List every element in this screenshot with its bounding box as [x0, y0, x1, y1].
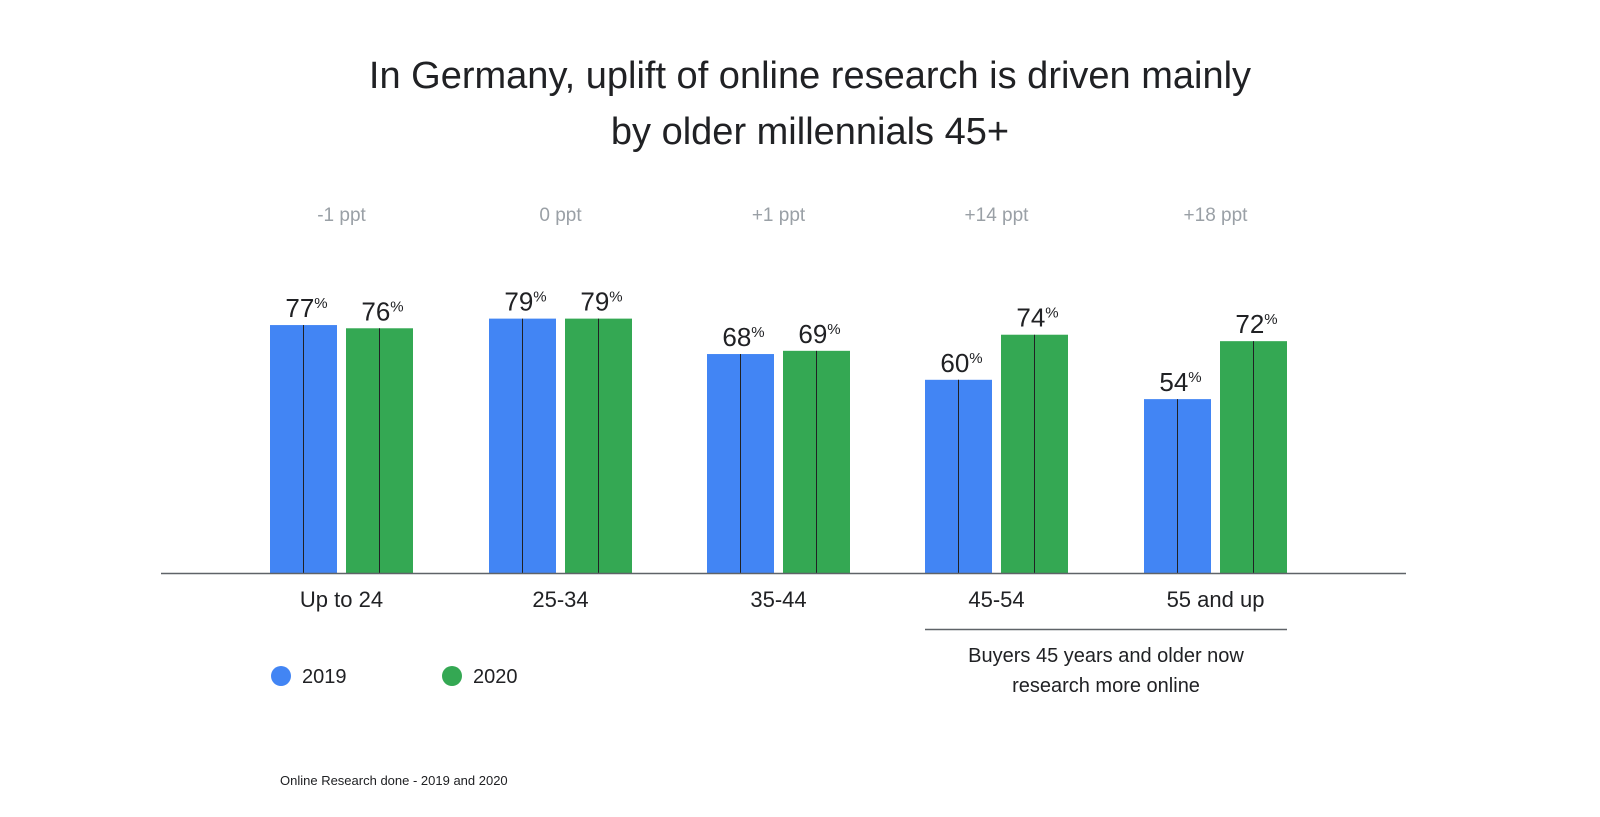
annotation-text-line-1: Buyers 45 years and older now — [968, 645, 1244, 667]
value-suffix: % — [533, 289, 546, 306]
value-label-2019-4: 54% — [1159, 367, 1201, 397]
value-number: 54 — [1159, 367, 1188, 397]
annotation-text-line-2: research more online — [1012, 675, 1200, 697]
x-tick-label-2: 35-44 — [750, 587, 806, 612]
value-suffix: % — [1045, 305, 1058, 322]
value-number: 69 — [798, 319, 827, 349]
value-number: 74 — [1016, 303, 1045, 333]
change-label-4: +18 ppt — [1184, 205, 1249, 226]
value-suffix: % — [314, 295, 327, 312]
value-label-2020-1: 79% — [580, 287, 622, 317]
value-number: 72 — [1235, 309, 1264, 339]
legend-swatch-2020 — [442, 666, 462, 686]
value-number: 68 — [722, 322, 751, 352]
value-number: 60 — [940, 348, 969, 378]
value-suffix: % — [969, 350, 982, 367]
change-label-1: 0 ppt — [539, 205, 582, 226]
value-label-2019-0: 77% — [285, 293, 327, 323]
change-label-2: +1 ppt — [752, 205, 806, 226]
footnote: Online Research done - 2019 and 2020 — [280, 773, 508, 788]
change-label-0: -1 ppt — [317, 205, 366, 226]
value-suffix: % — [609, 289, 622, 306]
value-number: 79 — [504, 287, 533, 317]
value-label-2020-3: 74% — [1016, 303, 1058, 333]
value-label-2020-4: 72% — [1235, 309, 1277, 339]
value-suffix: % — [390, 298, 403, 315]
value-number: 79 — [580, 287, 609, 317]
legend-swatch-2019 — [271, 666, 291, 686]
x-tick-label-0: Up to 24 — [300, 587, 383, 612]
legend-label-2020: 2020 — [473, 666, 518, 688]
value-label-2019-2: 68% — [722, 322, 764, 352]
value-label-2019-3: 60% — [940, 348, 982, 378]
value-number: 77 — [285, 293, 314, 323]
value-suffix: % — [1188, 369, 1201, 386]
x-tick-label-3: 45-54 — [968, 587, 1024, 612]
value-label-2020-0: 76% — [361, 296, 403, 326]
value-number: 76 — [361, 296, 390, 326]
x-tick-label-4: 55 and up — [1167, 587, 1265, 612]
value-suffix: % — [827, 321, 840, 338]
value-label-2020-2: 69% — [798, 319, 840, 349]
chart-title-line-1: In Germany, uplift of online research is… — [368, 55, 1252, 97]
value-label-2019-1: 79% — [504, 287, 546, 317]
legend-label-2019: 2019 — [302, 666, 347, 688]
change-label-3: +14 ppt — [965, 205, 1030, 226]
chart-title-line-2: by older millennials 45+ — [610, 111, 1010, 153]
x-tick-label-1: 25-34 — [532, 587, 588, 612]
chart-title: In Germany, uplift of online research is… — [0, 48, 1600, 160]
value-suffix: % — [751, 324, 764, 341]
value-suffix: % — [1264, 311, 1277, 328]
